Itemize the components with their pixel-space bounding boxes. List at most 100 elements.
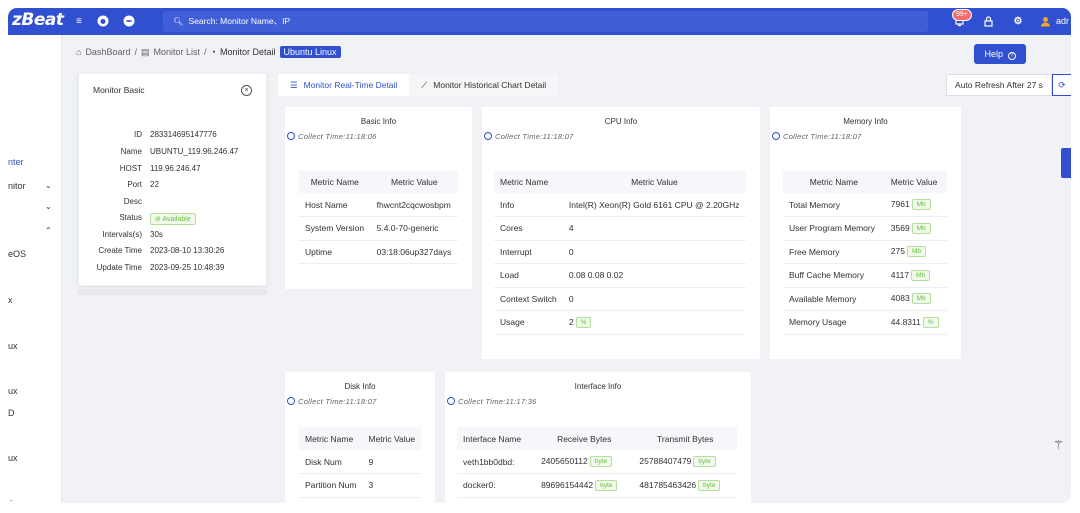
clock-icon <box>447 397 455 405</box>
field-label: Desc <box>123 197 142 206</box>
sidebar-item-s[interactable]: s <box>8 497 13 503</box>
field-value: UBUNTU_119.96.246.47 <box>150 147 239 156</box>
disk-info-card: Disk Info Collect Time:11:18:07 Metric N… <box>285 372 435 503</box>
table-header-row: Metric Name Metric Value <box>494 170 746 193</box>
sidebar-item-linux-3[interactable]: ux <box>8 386 18 396</box>
field-label: Status <box>119 213 142 222</box>
table-row: Buff Cache Memory 4117 Mb <box>783 263 947 288</box>
clock-icon <box>772 132 780 140</box>
list-icon: ☰ <box>290 80 298 90</box>
settings-drawer-handle[interactable] <box>1061 148 1071 178</box>
metric-name: User Program Memory <box>783 216 885 241</box>
metric-name: Info <box>494 193 563 217</box>
table-row: Load 0.08 0.08 0.02 <box>494 263 746 288</box>
metric-name: Available Memory <box>783 287 885 311</box>
tab-historical-chart[interactable]: ⟋ Monitor Historical Chart Detail <box>409 74 559 96</box>
metric-name: Context Switch <box>494 287 563 311</box>
lock-icon[interactable] <box>981 14 995 28</box>
list-icon: ▤ <box>140 46 150 57</box>
table-row: Available Memory 4083 Mb <box>783 287 947 311</box>
help-button[interactable]: Help ? <box>974 44 1026 64</box>
github-icon[interactable] <box>96 14 110 28</box>
breadcrumb-monitor-list[interactable]: Monitor List <box>153 47 201 57</box>
field-label: Intervals(s) <box>102 230 142 239</box>
basic-info-card: Basic Info Collect Time:11:18:06 Metric … <box>285 107 472 289</box>
detail-tabs: ☰ Monitor Real-Time Detail ⟋ Monitor Histo… <box>278 74 559 96</box>
metrics-table: Interface Name Receive Bytes Transmit Byte… <box>457 427 737 498</box>
breadcrumb-separator: / <box>134 47 137 57</box>
chevron-up-icon[interactable]: ⌃ <box>45 226 52 235</box>
unit-badge: byte <box>693 456 716 467</box>
interface-name: veth1bb0dbd: <box>457 450 536 474</box>
table-row: Free Memory 275 Mb <box>783 240 947 264</box>
tab-realtime-detail[interactable]: ☰ Monitor Real-Time Detail <box>278 74 410 96</box>
field-label: HOST <box>119 164 142 173</box>
chevron-down-icon[interactable]: ⌄ <box>45 202 52 211</box>
table-row: Context Switch 0 <box>494 287 746 311</box>
table-row: User Program Memory 3569 Mb <box>783 216 947 241</box>
metric-name: Total Memory <box>783 193 885 217</box>
auto-refresh-button[interactable]: Auto Refresh After 27 s <box>946 74 1052 96</box>
field-value: 283314695147776 <box>150 130 217 139</box>
chevron-down-icon[interactable]: ⌄ <box>45 181 52 190</box>
metric-number: 25788407479 <box>639 456 692 466</box>
status-text: Available <box>162 216 191 223</box>
metric-name: Cores <box>494 216 563 241</box>
collect-time-text: Collect Time:11:18:07 <box>298 397 377 406</box>
field-value: 2023-09-25 10:48:39 <box>150 263 225 272</box>
breadcrumb-dashboard[interactable]: DashBoard <box>85 47 131 57</box>
divider <box>78 289 267 295</box>
menu-fold-icon[interactable]: ≡ <box>76 15 82 27</box>
app-logo[interactable]: zBeat <box>12 10 64 30</box>
sidebar-item-d[interactable]: D <box>8 408 15 418</box>
metric-value: 5.4.0-70-generic <box>370 216 458 241</box>
monitor-basic-header: Monitor Basic × <box>79 74 266 107</box>
metric-value: 275 Mb <box>884 240 947 264</box>
sidebar-item-center[interactable]: nter <box>8 157 24 167</box>
unit-badge: % <box>922 316 939 328</box>
cpu-info-card: CPU Info Collect Time:11:18:07 Metric Na… <box>482 107 760 359</box>
avatar[interactable] <box>1038 14 1052 28</box>
close-icon[interactable]: × <box>241 85 252 96</box>
column-header: Metric Name <box>299 170 371 193</box>
table-row: Partition Num 3 <box>299 473 422 498</box>
sidebar-item-linux-4[interactable]: ux <box>8 453 18 463</box>
metric-number: 481785463426 <box>639 479 697 490</box>
metrics-table: Metric Name Metric Value Info Intel(R) Xeo… <box>494 170 746 335</box>
field-value: 2023-08-10 13:30:26 <box>150 246 225 255</box>
metric-value: 3 <box>362 473 422 498</box>
search-icon: 🔍︎ <box>173 17 184 26</box>
sidebar-item-linux-2[interactable]: ux <box>8 341 18 351</box>
field-label: Update Time <box>96 263 142 272</box>
field-label: ID <box>134 130 142 139</box>
card-title: Basic Info <box>360 117 397 126</box>
metric-name: System Version <box>299 216 371 241</box>
clock-icon <box>287 397 295 405</box>
column-header: Metric Name <box>783 170 885 193</box>
sidebar-item-monitor[interactable]: nitor <box>8 181 26 191</box>
metric-value: 2% <box>562 310 746 335</box>
gear-icon[interactable]: ⚙ <box>1013 15 1023 27</box>
gitee-icon[interactable] <box>122 14 136 28</box>
table-row: Uptime 03:18:06up327days <box>299 240 458 264</box>
magic-wand-icon[interactable]: ⚚ <box>1053 438 1064 452</box>
clock-icon <box>287 132 295 140</box>
table-row: Total Memory 7961 Mb <box>783 193 947 217</box>
metric-name: Disk Num <box>299 450 363 474</box>
search-input[interactable]: 🔍︎ Search: Monitor Name、IP <box>163 11 928 32</box>
collect-time: Collect Time:11:18:07 <box>484 132 574 141</box>
monitor-type-tag: Ubuntu Linux <box>279 46 341 58</box>
top-header: zBeat ≡ 🔍︎ Search: Monitor Name、IP 99+ ⚙… <box>8 8 1071 35</box>
user-name[interactable]: adr <box>1056 16 1070 26</box>
line-chart-icon: ⟋ <box>421 80 428 90</box>
sidebar-item-linux-1[interactable]: x <box>8 295 13 305</box>
memory-info-card: Memory Info Collect Time:11:18:07 Metric… <box>770 107 961 359</box>
refresh-icon[interactable]: ⟳ <box>1052 74 1071 96</box>
table-header-row: Metric Name Metric Value <box>299 170 458 193</box>
transmit-bytes: 481785463426 byte <box>633 473 737 498</box>
column-header: Metric Value <box>370 170 458 193</box>
metric-number: 89696154442 <box>541 479 594 490</box>
sidebar-item-eos[interactable]: eOS <box>8 249 27 259</box>
card-title: Interface Info <box>574 382 622 391</box>
collect-time-text: Collect Time:11:17:36 <box>458 397 537 406</box>
